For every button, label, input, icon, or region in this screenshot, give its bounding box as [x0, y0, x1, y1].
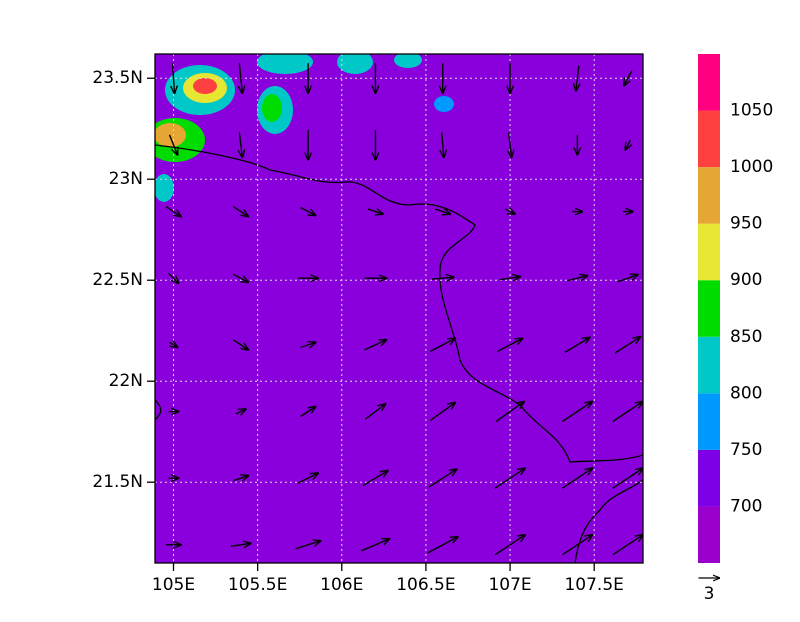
wind-vector — [442, 132, 444, 157]
colorbar: 700 750 800 850 900 950 1000 1050 — [698, 54, 773, 563]
colorbar-segment — [698, 393, 720, 450]
wind-vector — [429, 338, 455, 352]
wind-vector — [168, 272, 179, 283]
y-tick-label: 21.5N — [92, 472, 143, 492]
colorbar-segment — [698, 336, 720, 394]
y-tick-label: 23.5N — [92, 68, 143, 88]
colorbar-segment — [698, 506, 720, 563]
grid — [155, 54, 643, 563]
x-tick-label: 107.5E — [564, 575, 623, 595]
wind-vector — [499, 277, 520, 280]
wind-vector — [435, 209, 450, 214]
wind-vector — [576, 65, 579, 91]
terrain-blob — [337, 54, 373, 74]
x-tick-label: 107E — [488, 575, 531, 595]
wind-vector — [494, 535, 525, 556]
colorbar-label: 1000 — [730, 157, 773, 177]
terrain-blob — [257, 54, 313, 74]
reference-label: 3 — [704, 584, 715, 604]
colorbar-label: 700 — [730, 496, 762, 516]
wind-vector — [230, 543, 251, 546]
colorbar-segment — [698, 54, 720, 111]
plot-background — [155, 54, 643, 563]
x-tick-label: 105.5E — [228, 575, 287, 595]
wind-vector — [564, 337, 590, 353]
wind-vector — [612, 402, 643, 423]
plot-frame — [154, 53, 644, 564]
y-tick-label: 22.5N — [92, 270, 143, 290]
colorbar-segment — [698, 223, 720, 281]
wind-vector — [169, 342, 178, 347]
terrain-blob — [155, 123, 186, 147]
wind-vector — [297, 473, 318, 484]
y-tick-label: 22N — [109, 371, 143, 391]
wind-vector — [232, 273, 248, 282]
wind-vector — [173, 63, 175, 93]
wind-vector — [365, 404, 385, 420]
wind-vector — [431, 277, 454, 279]
wind-vector — [427, 537, 458, 554]
wind-vector — [612, 535, 643, 556]
wind-vector — [495, 402, 524, 423]
colorbar-segment — [698, 449, 720, 507]
wind-vector — [367, 209, 383, 214]
colorbar-segment — [698, 110, 720, 168]
wind-vector — [494, 468, 525, 489]
terrain-blob — [434, 96, 454, 112]
colorbar-label: 800 — [730, 383, 762, 403]
wind-vector — [612, 468, 643, 489]
colorbar-segment — [698, 280, 720, 337]
terrain-blob — [193, 78, 217, 94]
wind-vector — [239, 63, 242, 93]
terrain-blob — [155, 174, 174, 202]
wind-vector — [625, 139, 630, 150]
wind-vector — [614, 337, 640, 354]
wind-vector — [497, 338, 523, 352]
wind-vector — [239, 132, 242, 157]
colorbar-label: 750 — [730, 440, 762, 460]
y-tick-label: 23N — [109, 169, 143, 189]
x-tick-label: 106.5E — [396, 575, 455, 595]
wind-vector — [567, 276, 587, 282]
border-line — [155, 144, 643, 563]
wind-vector — [361, 539, 389, 552]
wind-vector — [504, 209, 515, 214]
wind-vector — [168, 134, 178, 155]
wind-vector — [165, 205, 181, 217]
wind-vector — [362, 471, 388, 487]
reference-vector: 3 — [698, 578, 720, 604]
terrain-blob — [394, 54, 422, 68]
wind-vector — [561, 402, 592, 423]
colorbar-label: 850 — [730, 327, 762, 347]
wind-vector — [235, 409, 246, 414]
wind-vector — [364, 340, 386, 351]
wind-vector — [233, 476, 248, 481]
colorbar-label: 950 — [730, 214, 762, 234]
x-tick-label: 105E — [152, 575, 195, 595]
wind-vector — [561, 535, 592, 556]
wind-vector — [300, 407, 316, 418]
wind-vector — [429, 403, 455, 422]
axes: 105E 105.5E 106E 106.5E 107E 107.5E 21.5N 22N 22… — [92, 68, 623, 595]
vector-field — [165, 63, 643, 556]
wind-vector — [624, 70, 633, 86]
colorbar-label: 900 — [730, 270, 762, 290]
wind-vector — [509, 132, 512, 157]
terrain-features — [155, 54, 643, 563]
wind-vector — [561, 468, 592, 489]
wind-vector — [617, 275, 638, 283]
colorbar-label: 1050 — [730, 101, 773, 121]
colorbar-segment — [698, 167, 720, 224]
terrain-blob — [262, 94, 282, 122]
wind-vector — [295, 541, 321, 550]
wind-vector — [300, 342, 316, 347]
wind-vector — [232, 339, 248, 350]
wind-vector — [232, 205, 248, 217]
x-tick-label: 106E — [320, 575, 363, 595]
wind-vector — [428, 469, 457, 488]
wind-vector — [300, 206, 316, 216]
